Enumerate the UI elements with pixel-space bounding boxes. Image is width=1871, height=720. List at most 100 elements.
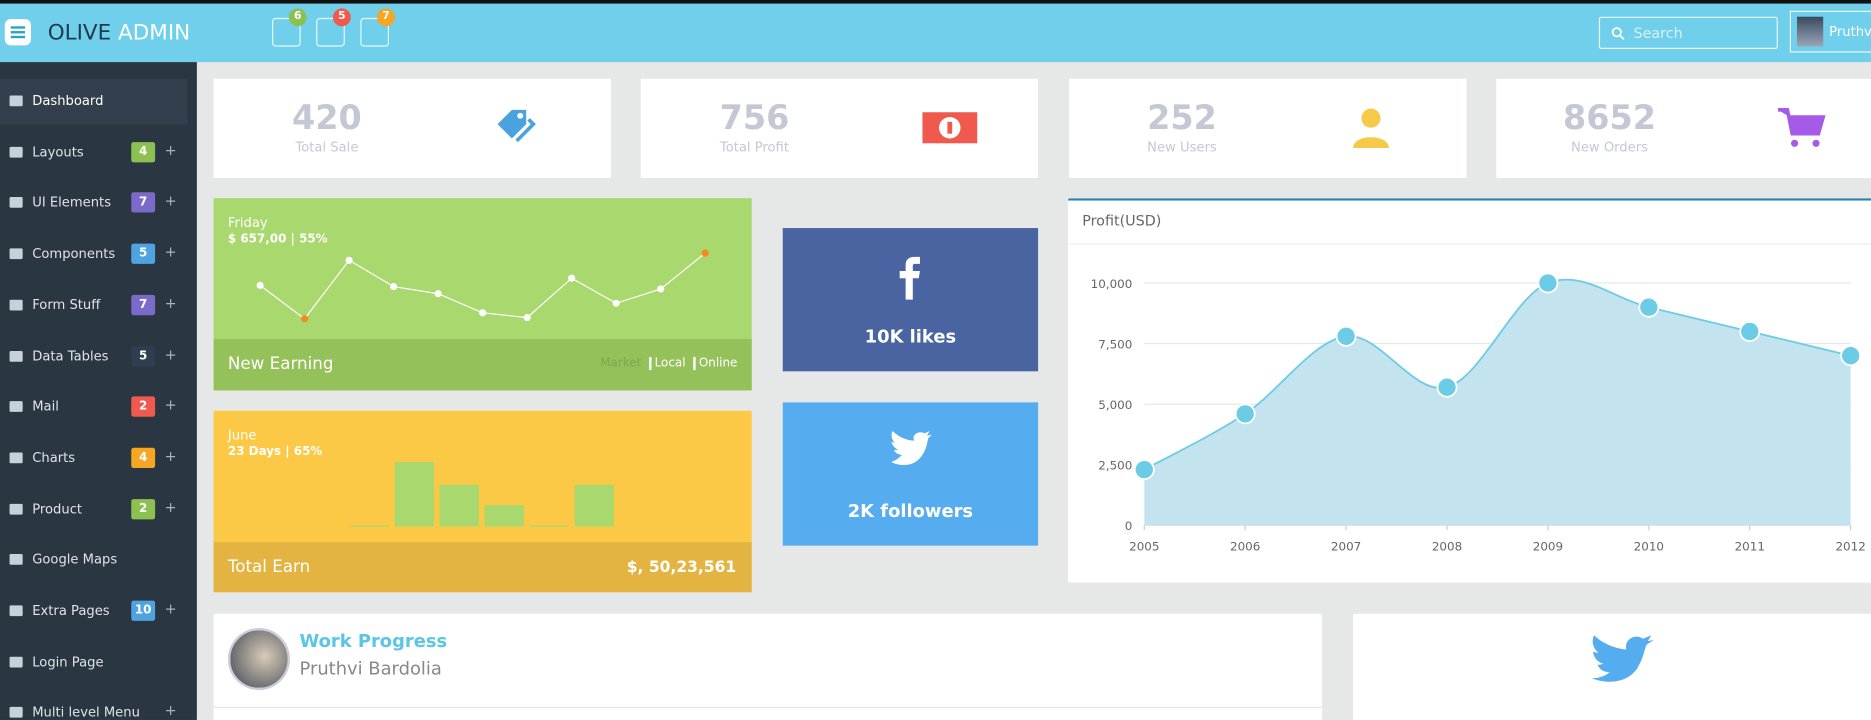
stat-label: Total Sale — [295, 139, 359, 156]
bar — [484, 505, 524, 527]
sparkline-point — [390, 282, 398, 291]
bar — [394, 462, 434, 527]
user-avatar — [1796, 16, 1824, 47]
stat-value: 8652 — [1562, 97, 1656, 138]
point — [1133, 459, 1155, 481]
facebook-icon — [899, 256, 920, 300]
expand-icon[interactable]: + — [164, 294, 177, 312]
sidebar-item[interactable]: Data Tables 5 + — [0, 334, 187, 379]
menu-icon — [9, 299, 23, 311]
menu-icon — [9, 656, 23, 668]
sparkline-point — [612, 299, 620, 307]
menu-label: Login Page — [32, 653, 104, 670]
sidebar-item[interactable]: Multi level Menu + — [0, 691, 187, 720]
menu-icon — [9, 452, 23, 464]
social-label: 2K followers — [847, 500, 974, 522]
user-name: Pruthvi — [1829, 23, 1871, 40]
total-earn-card: June 23 Days | 65% Total Earn $, 50,23,5… — [213, 410, 752, 593]
expand-icon[interactable]: + — [164, 141, 177, 159]
twitter-icon — [1591, 635, 1654, 682]
menu-label: Google Maps — [32, 551, 118, 568]
card-summary: $ 657,00 | 55% — [227, 232, 328, 246]
social-card: 2K followers — [782, 402, 1039, 546]
stat-icon — [1777, 108, 1826, 147]
x-tick-label: 2010 — [1634, 539, 1664, 553]
menu-label: Form Stuff — [32, 297, 101, 313]
stat-icon — [1352, 108, 1389, 149]
sidebar-item[interactable]: Components 5 + — [0, 232, 187, 277]
stat-icon — [497, 109, 536, 143]
brand[interactable]: OLIVE ADMIN — [48, 20, 190, 45]
search-box[interactable]: Search — [1598, 16, 1778, 49]
user-menu[interactable]: Pruthvi — [1789, 10, 1871, 53]
stat-label: Total Profit — [719, 139, 789, 156]
point — [1436, 376, 1458, 398]
sidebar-item[interactable]: UI Elements 7 + — [0, 181, 187, 226]
expand-icon[interactable]: + — [164, 345, 177, 363]
x-tick-label: 2011 — [1735, 539, 1765, 553]
sparkline — [259, 252, 706, 320]
menu-badge: 2 — [131, 396, 156, 417]
stat-card: 756 Total Profit — [641, 78, 1039, 178]
bar — [349, 525, 389, 527]
tab[interactable]: Online — [698, 357, 738, 371]
y-tick-label: 0 — [1125, 519, 1133, 533]
menu-label: Product — [32, 500, 83, 517]
sidebar-item[interactable]: Google Maps — [0, 538, 187, 583]
header-icon[interactable] — [272, 17, 301, 47]
sidebar-item[interactable]: Product 2 + — [0, 487, 187, 532]
menu-icon — [9, 350, 23, 362]
point — [1739, 321, 1761, 342]
menu-icon — [9, 707, 23, 719]
tab[interactable]: Market — [600, 357, 642, 371]
twitter-card — [1353, 613, 1871, 720]
sparkline-point — [568, 274, 576, 282]
work-progress-card: Work Progress Pruthvi Bardolia — [213, 613, 1323, 720]
notification-badge: 7 — [377, 8, 395, 27]
brand-text: OLIVE — [47, 20, 112, 46]
sidebar-item[interactable]: Dashboard — [0, 78, 188, 125]
menu-icon — [9, 554, 23, 566]
stat-icon — [922, 112, 978, 144]
tab[interactable]: Local — [654, 357, 686, 371]
menu-badge: 5 — [131, 243, 156, 264]
menu-badge: 7 — [131, 192, 156, 213]
sidebar-item[interactable]: Extra Pages 10 + — [0, 589, 187, 634]
chart-title: Profit(USD) — [1082, 212, 1162, 230]
sidebar-item[interactable]: Form Stuff 7 + — [0, 283, 187, 328]
sidebar-item[interactable]: Charts 4 + — [0, 436, 187, 481]
sparkline-point — [523, 314, 531, 322]
social-card: 10K likes — [782, 228, 1039, 372]
card-title: New Earning — [227, 354, 334, 374]
sidebar-item[interactable]: Mail 2 + — [0, 385, 187, 430]
x-tick-label: 2008 — [1432, 539, 1462, 553]
card-title: Total Earn — [227, 557, 311, 577]
header-icon[interactable] — [360, 17, 389, 47]
menu-badge: 10 — [131, 600, 156, 621]
stat-card: 420 Total Sale — [213, 78, 611, 178]
expand-icon[interactable]: + — [164, 243, 177, 261]
sidebar-item[interactable]: Layouts 4 + — [0, 130, 187, 175]
expand-icon[interactable]: + — [164, 702, 177, 720]
y-tick-label: 2,500 — [1098, 459, 1132, 473]
sparkline-point — [701, 249, 709, 257]
bar — [439, 484, 479, 527]
stat-label: New Orders — [1571, 139, 1648, 156]
expand-icon[interactable]: + — [164, 600, 177, 618]
expand-icon[interactable]: + — [164, 192, 177, 210]
stat-value: 756 — [719, 97, 790, 138]
expand-icon[interactable]: + — [164, 498, 177, 516]
menu-toggle[interactable] — [4, 19, 32, 46]
menu-icon — [9, 248, 23, 260]
expand-icon[interactable]: + — [164, 447, 177, 465]
card-title: Work Progress — [299, 630, 448, 652]
tabs: Market Local Online — [600, 357, 738, 371]
header-icon[interactable] — [316, 17, 345, 47]
card-summary: 23 Days | 65% — [227, 445, 323, 459]
notification-badge: 6 — [288, 8, 307, 27]
x-tick-label: 2012 — [1835, 539, 1865, 553]
expand-icon[interactable]: + — [164, 396, 177, 414]
menu-label: Charts — [32, 450, 76, 466]
sidebar-item[interactable]: Login Page — [0, 640, 187, 685]
